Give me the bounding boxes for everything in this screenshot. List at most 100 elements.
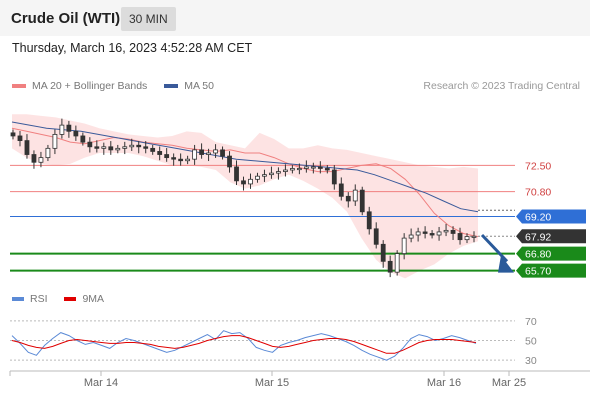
candle-body (122, 146, 128, 149)
time-tick-label: Mar 25 (492, 377, 526, 389)
level-label-bg (516, 246, 586, 261)
candle-body (352, 189, 358, 202)
candle-body (87, 141, 93, 148)
candle-body (310, 166, 316, 169)
rsi-legend: RSI 9MA (12, 293, 118, 305)
candle (422, 226, 428, 239)
candle-body (185, 158, 191, 162)
candle (310, 162, 316, 174)
legend-ma20: MA 20 + Bollinger Bands (12, 80, 147, 92)
candle-body (66, 124, 72, 132)
legend-rsi-ma: 9MA (64, 293, 104, 305)
candle-body (94, 146, 100, 149)
level-label-66.80: 66.80 (516, 246, 586, 261)
candle (24, 134, 30, 159)
candle (206, 148, 211, 162)
candle-body (255, 175, 260, 180)
candle (324, 165, 330, 174)
candle (66, 120, 72, 138)
candle-body (443, 229, 449, 233)
candle (366, 206, 372, 235)
candle (150, 144, 156, 155)
candle-body (108, 146, 114, 151)
candle-body (80, 135, 86, 143)
candle (345, 192, 351, 208)
credit-text: Research © 2023 Trading Central (423, 80, 580, 92)
candle (262, 169, 267, 182)
candle (115, 144, 121, 154)
candle (199, 143, 204, 159)
time-tick-label: Mar 16 (427, 377, 461, 389)
candle-body (73, 130, 79, 137)
candle-body (450, 229, 456, 234)
time-tick-label: Mar 15 (255, 377, 289, 389)
ma50-line (11, 121, 479, 213)
candle-body (464, 236, 470, 241)
candle (94, 140, 100, 153)
candle (108, 141, 114, 155)
level-label-69.20: 69.20 (516, 209, 586, 224)
candle (338, 177, 344, 201)
candle-body (429, 233, 435, 236)
candle (408, 228, 414, 243)
candle (401, 233, 407, 260)
candle-body (24, 140, 30, 155)
candle (450, 226, 456, 240)
candle (143, 141, 149, 154)
candle (255, 172, 260, 183)
legend-ma20-label: MA 20 + Bollinger Bands (32, 80, 148, 92)
candle (276, 167, 281, 180)
candle-body (415, 231, 421, 236)
candle (129, 138, 135, 151)
candle (227, 151, 232, 173)
candle (436, 226, 442, 241)
legend-ma50: MA 50 (164, 80, 214, 92)
candle-body (269, 172, 274, 176)
candle-body (38, 157, 44, 163)
rsi-tick-label: 30 (525, 355, 537, 367)
legend-rsi-ma-label: 9MA (82, 293, 105, 305)
candle-body (366, 211, 372, 230)
candle-body (359, 189, 365, 213)
candle (220, 146, 225, 160)
candle (164, 148, 170, 162)
rsi-tick-label: 70 (525, 316, 537, 328)
candle (171, 153, 177, 166)
candle (234, 160, 239, 186)
candle (122, 141, 128, 155)
candle-body (143, 146, 149, 149)
timeframe-button[interactable]: 30 MIN (121, 7, 176, 31)
candle (471, 231, 477, 243)
level-label-text: 67.92 (525, 231, 551, 243)
candle-body (234, 166, 239, 182)
time-tick-label: Mar 14 (84, 377, 118, 389)
candle-body (317, 166, 323, 169)
candle (283, 164, 288, 177)
candle-body (408, 234, 414, 239)
level-lines (10, 164, 515, 272)
forecast-arrow (480, 233, 514, 273)
candle (443, 223, 449, 237)
rsi-ma-swatch-icon (64, 297, 77, 302)
candle-body (136, 144, 142, 148)
candle (17, 131, 23, 147)
candle (45, 144, 51, 162)
instrument-title: Crude Oil (WTI) (11, 10, 121, 27)
candle-body (324, 168, 330, 171)
rsi-ma-line (11, 335, 477, 354)
level-labels: 72.50 70.80 69.20 67.92 66.80 65.70 (516, 160, 586, 278)
candle-body (17, 135, 23, 142)
legend-ma50-label: MA 50 (184, 80, 214, 92)
candle (457, 227, 463, 245)
candle-body (394, 253, 400, 273)
candle (31, 150, 37, 169)
candle-body (213, 149, 218, 154)
candle (136, 141, 142, 154)
chart-datetime: Thursday, March 16, 2023 4:52:28 AM CET (12, 41, 253, 55)
candle (80, 132, 86, 146)
candle-body (262, 174, 267, 177)
candle-body (31, 154, 37, 163)
rsi-line (11, 330, 477, 361)
candle-body (150, 147, 156, 152)
